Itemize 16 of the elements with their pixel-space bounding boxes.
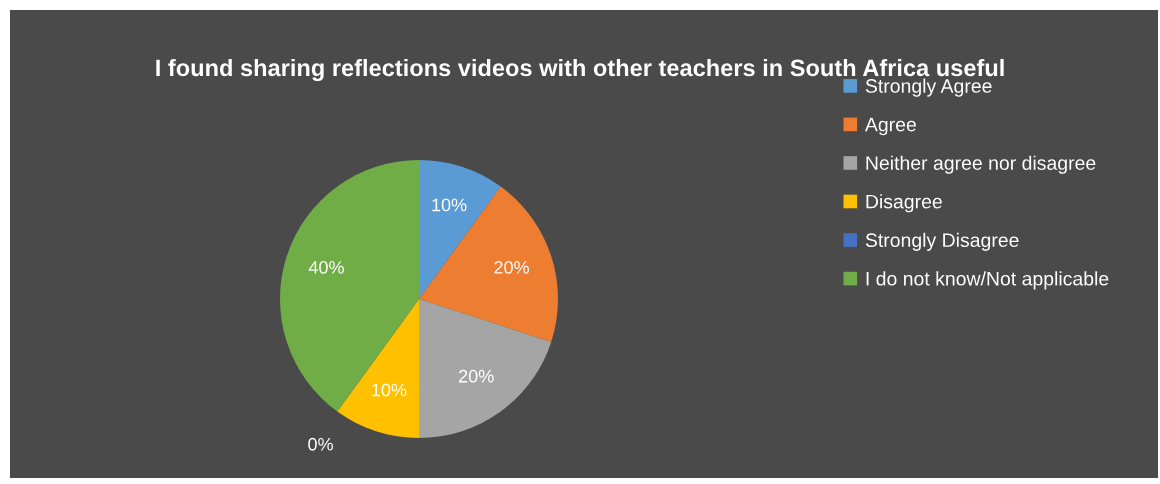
legend-label: Disagree — [866, 194, 942, 213]
legend-label: Strongly Disagree — [865, 232, 1019, 251]
data-label: 20% — [459, 369, 494, 383]
pie-slice — [337, 299, 419, 438]
legend-label: Strongly Agree — [865, 78, 992, 97]
data-label: 10% — [432, 198, 467, 212]
legend-label: I do not know/Not applicable — [866, 271, 1109, 290]
pie-slice — [419, 186, 558, 342]
legend-label: Agree — [864, 117, 916, 136]
text: 0% — [308, 437, 333, 451]
data-label: 20% — [494, 260, 529, 274]
pie-slice — [419, 299, 552, 438]
data-label: 10% — [372, 383, 407, 397]
data-label: 40% — [308, 260, 344, 274]
pie-slice — [280, 160, 419, 412]
legend-label: Neither agree nor disagree — [866, 155, 1096, 174]
